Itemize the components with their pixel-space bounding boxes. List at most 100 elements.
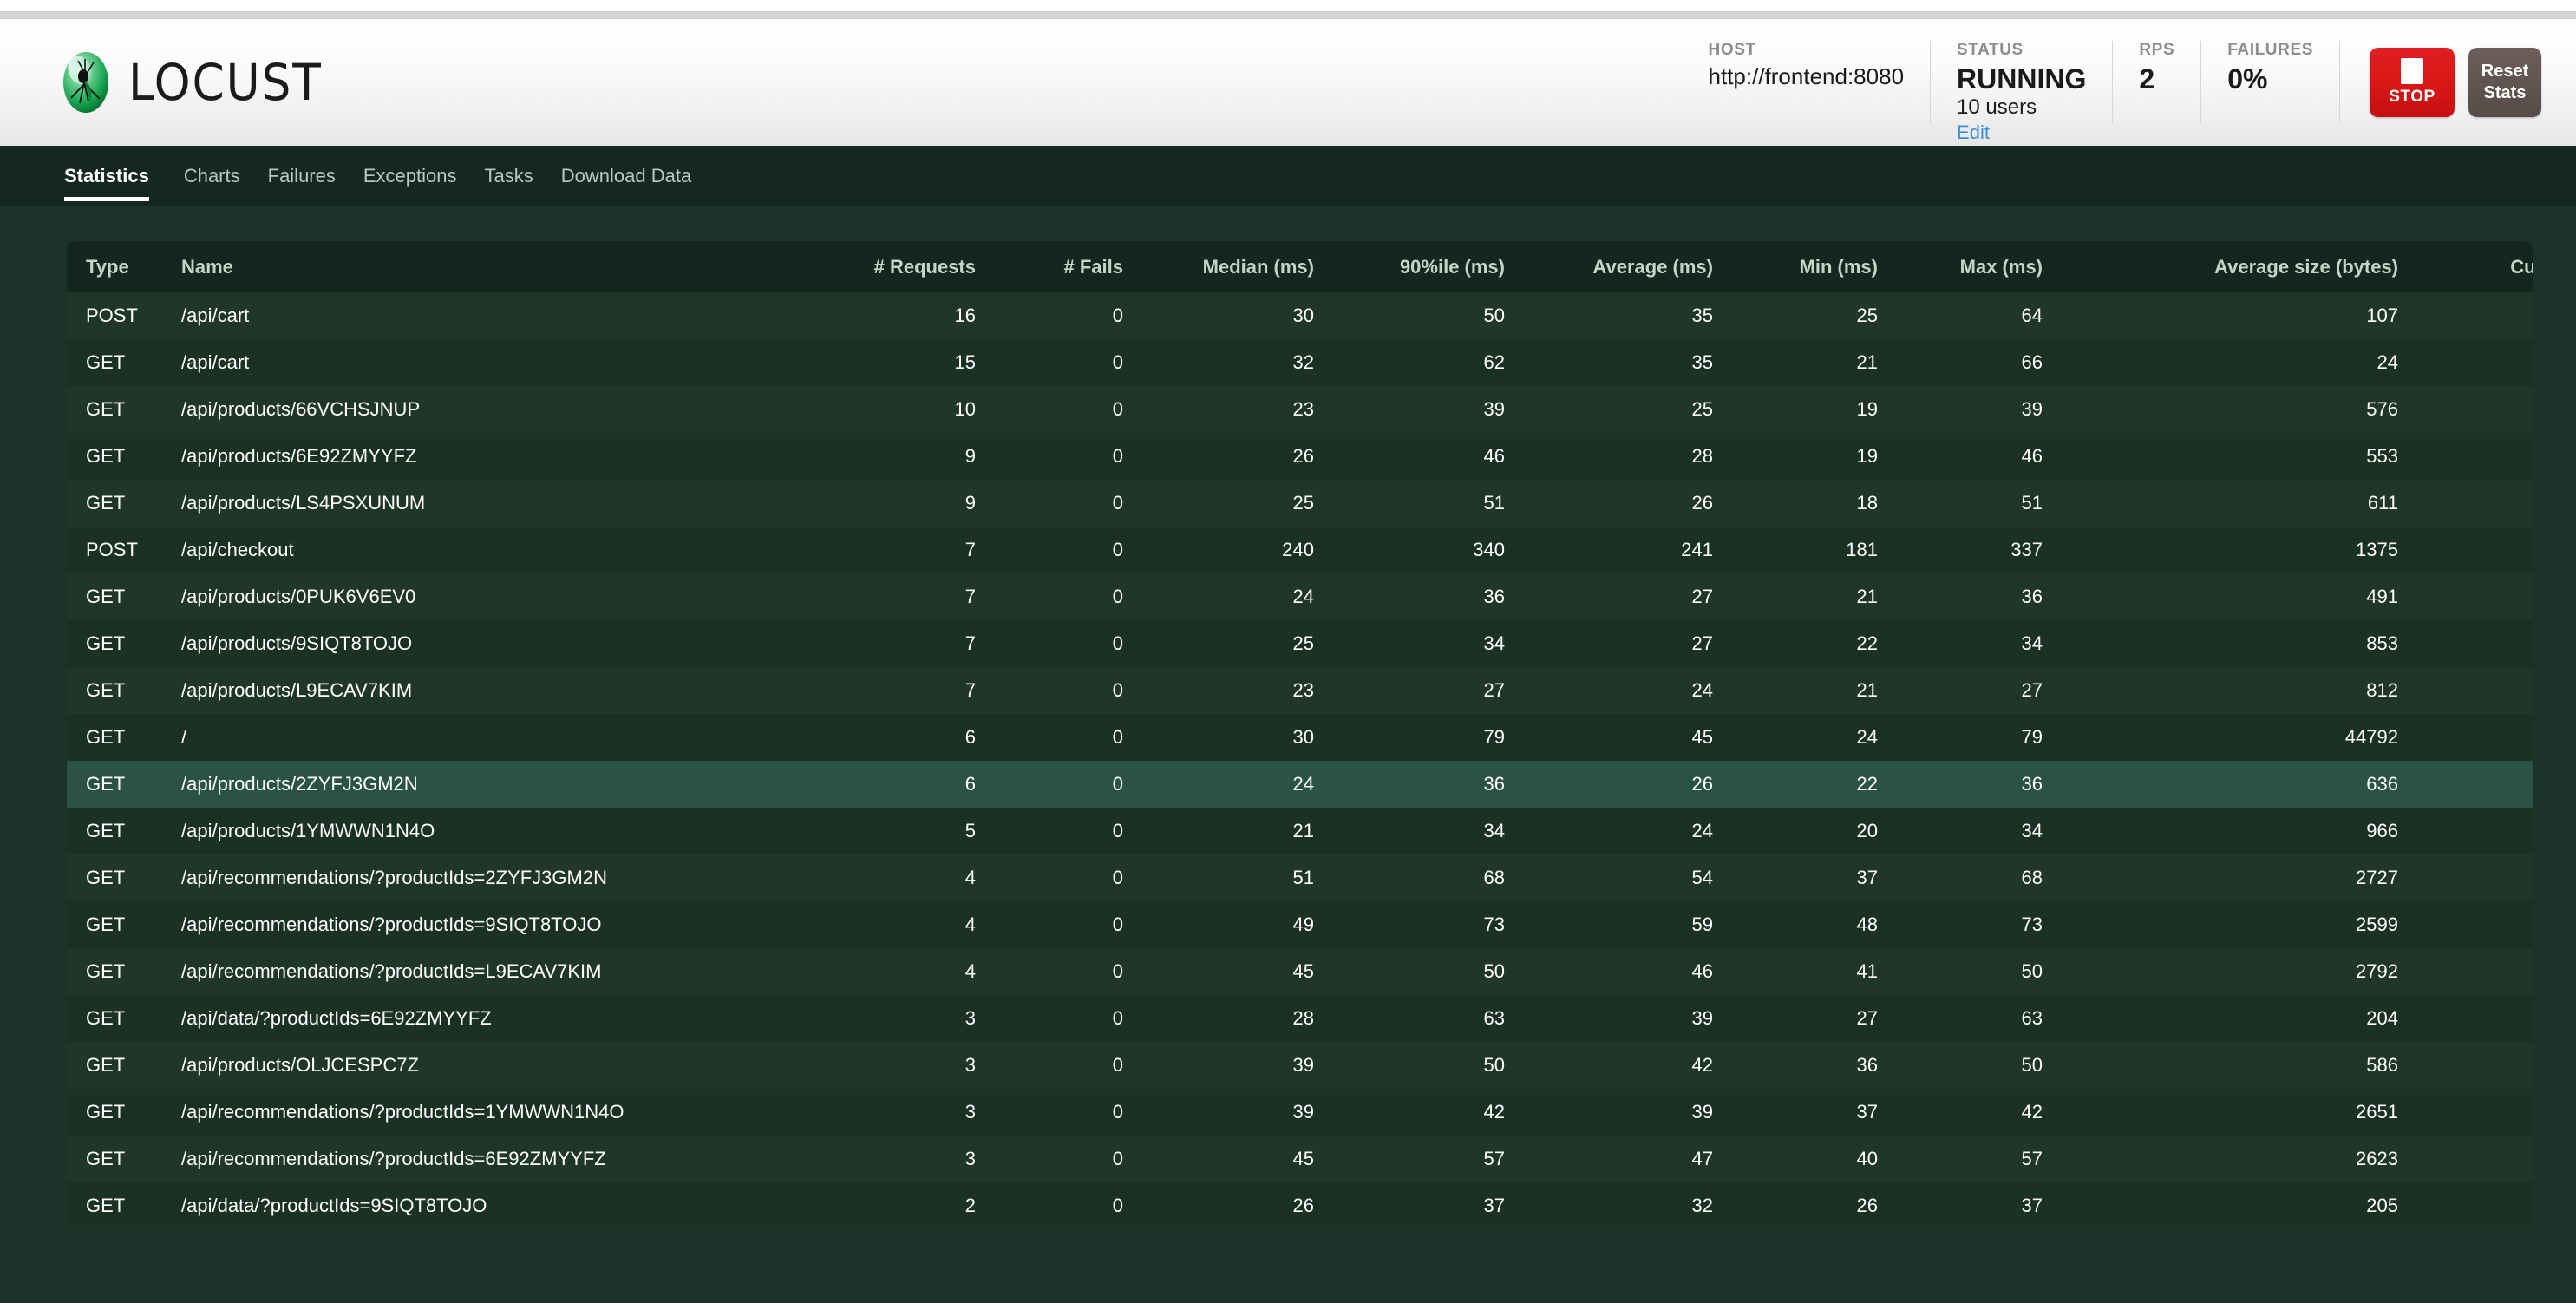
- table-body: POST/api/cart16030503525641070.30GET/api…: [67, 292, 2533, 1229]
- table-row[interactable]: POST/api/checkout70240340241181337137500: [67, 527, 2533, 573]
- tab-exceptions[interactable]: Exceptions: [363, 165, 457, 187]
- row-cell-max: 73: [2021, 913, 2043, 935]
- edit-link[interactable]: Edit: [1957, 121, 1990, 144]
- row-cell-average-size: 636: [2366, 773, 2398, 795]
- row-cell-fails: 0: [1112, 1101, 1123, 1123]
- row-cell-average-size: 2651: [2356, 1101, 2398, 1123]
- row-cell-max: 337: [2010, 539, 2043, 560]
- row-cell-fails: 0: [1112, 586, 1123, 607]
- row-cell-average: 27: [1691, 586, 1713, 607]
- table-row[interactable]: GET/api/products/OLJCESPC7Z 3 0 39 50 42 36 50 5…: [67, 1042, 2533, 1089]
- table-row[interactable]: GET/api/recommendations/?productIds=6E92…: [67, 1136, 2533, 1182]
- tab-charts[interactable]: Charts: [183, 165, 240, 187]
- tab-tasks[interactable]: Tasks: [484, 165, 533, 187]
- row-cell-name: /api/products/0PUK6V6EV0: [181, 586, 416, 607]
- row-cell-average: 241: [1681, 539, 1713, 560]
- row-cell-current-rps: 0: [2417, 995, 2533, 1042]
- row-cell-average: 35: [1691, 351, 1713, 373]
- row-cell-fails: 0: [1112, 1195, 1123, 1216]
- table-row[interactable]: GET/api/recommendations/?productIds=2ZYF…: [67, 854, 2533, 901]
- row-cell-name: /api/cart: [181, 304, 250, 326]
- row-cell-current-rps: 0.1: [2417, 1136, 2533, 1182]
- row-cell-name: /api/products/2ZYFJ3GM2N: [181, 773, 418, 795]
- row-cell-name: /api/products/OLJCESPC7Z: [181, 1054, 419, 1076]
- table-row[interactable]: GET/api/products/2ZYFJ3GM2N 6 0 24 36 26 22 36 6…: [67, 761, 2533, 808]
- row-cell-name: /api/recommendations/?productIds=L9ECAV7…: [181, 960, 602, 982]
- row-cell-requests: 7: [964, 539, 976, 560]
- stop-button[interactable]: STOP: [2370, 48, 2455, 117]
- row-cell-requests: 5: [964, 820, 976, 841]
- row-cell-p90: 62: [1483, 351, 1505, 373]
- table-row[interactable]: GET/api/data/?productIds=6E92ZMYYFZ 3 0 28 6…: [67, 995, 2533, 1042]
- col-header-min[interactable]: Min (ms): [1732, 241, 1897, 292]
- row-cell-max: 34: [2021, 820, 2043, 841]
- table-row[interactable]: GET/api/products/1YMWWN1N4O 5 0 21 34 24 20 34 9…: [67, 808, 2533, 854]
- col-header-average[interactable]: Average (ms): [1524, 241, 1732, 292]
- table-row[interactable]: GET/api/products/LS4PSXUNUM 9 0 25 51 26 18 51 6…: [67, 480, 2533, 527]
- row-cell-average: 54: [1691, 867, 1713, 888]
- col-header-requests[interactable]: # Requests: [778, 241, 995, 292]
- page-content: Type Name # Requests # Fails Median (ms)…: [0, 206, 2576, 1303]
- row-cell-average-size: 966: [2366, 820, 2398, 841]
- reset-stats-button[interactable]: Reset Stats: [2468, 48, 2541, 117]
- col-header-name[interactable]: Name: [162, 241, 778, 292]
- row-cell-median: 21: [1292, 820, 1314, 841]
- col-header-p90[interactable]: 90%ile (ms): [1333, 241, 1524, 292]
- table-row[interactable]: GET/api/products/9SIQT8TOJO 7 0 25 34 27 22 34 8…: [67, 620, 2533, 667]
- table-row[interactable]: GET/api/recommendations/?productIds=9SIQ…: [67, 901, 2533, 948]
- row-cell-name: /api/cart: [181, 351, 250, 373]
- col-header-median[interactable]: Median (ms): [1142, 241, 1333, 292]
- table-row[interactable]: GET/api/recommendations/?productIds=1YMW…: [67, 1089, 2533, 1136]
- row-cell-type: POST: [86, 304, 138, 326]
- table-row[interactable]: POST/api/cart16030503525641070.30: [67, 292, 2533, 339]
- col-header-average-size[interactable]: Average size (bytes): [2062, 241, 2417, 292]
- col-header-max[interactable]: Max (ms): [1897, 241, 2062, 292]
- table-row[interactable]: GET/api/products/0PUK6V6EV0 7 0 24 36 27 21 36 4…: [67, 573, 2533, 620]
- row-cell-min: 21: [1856, 351, 1878, 373]
- row-cell-fails: 0: [1112, 304, 1123, 326]
- row-cell-average: 26: [1691, 773, 1713, 795]
- row-cell-name: /api/recommendations/?productIds=6E92ZMY…: [181, 1148, 606, 1169]
- row-cell-requests: 3: [964, 1101, 976, 1123]
- brand: LOCUST: [59, 49, 339, 115]
- col-header-current-rps[interactable]: Current RPS: [2417, 241, 2533, 292]
- row-cell-name: /api/products/66VCHSJNUP: [181, 398, 421, 420]
- row-cell-type: GET: [86, 445, 126, 467]
- row-cell-requests: 16: [954, 304, 976, 326]
- table-row[interactable]: GET/api/recommendations/?productIds=L9EC…: [67, 948, 2533, 995]
- rps-label: RPS: [2139, 41, 2175, 59]
- table-row[interactable]: GET/api/data/?productIds=9SIQT8TOJO 2 0 26 3…: [67, 1182, 2533, 1229]
- tab-download-data[interactable]: Download Data: [560, 165, 692, 187]
- table-row[interactable]: GET/api/products/66VCHSJNUP 10 0 23 39 25 19 39…: [67, 386, 2533, 433]
- col-header-fails[interactable]: # Fails: [995, 241, 1142, 292]
- tab-failures[interactable]: Failures: [267, 165, 336, 187]
- col-header-type[interactable]: Type: [67, 241, 162, 292]
- row-cell-name: /api/products/1YMWWN1N4O: [181, 820, 435, 841]
- row-cell-max: 34: [2021, 632, 2043, 654]
- reset-stats-line2: Stats: [2483, 83, 2527, 102]
- row-cell-requests: 4: [964, 960, 976, 982]
- row-cell-average: 46: [1691, 960, 1713, 982]
- rps-value: 2: [2139, 63, 2155, 95]
- table-row[interactable]: GET/api/products/6E92ZMYYFZ 9 0 26 46 28 19 46 5…: [67, 433, 2533, 480]
- row-cell-median: 23: [1292, 398, 1314, 420]
- row-cell-requests: 15: [954, 351, 976, 373]
- row-cell-type: POST: [86, 539, 138, 560]
- table-row[interactable]: GET/api/products/L9ECAV7KIM 7 0 23 27 24 21 27 8…: [67, 667, 2533, 714]
- row-cell-current-rps: 0: [2417, 948, 2533, 995]
- row-cell-p90: 39: [1483, 398, 1505, 420]
- row-cell-p90: 46: [1483, 445, 1505, 467]
- status-label: STATUS: [1957, 41, 2024, 59]
- host-label: HOST: [1708, 41, 1756, 59]
- table-header-row: Type Name # Requests # Fails Median (ms)…: [67, 241, 2533, 292]
- table-row[interactable]: GET/603079452479447920.20: [67, 714, 2533, 761]
- row-cell-average-size: 2623: [2356, 1148, 2398, 1169]
- row-cell-name: /api/data/?productIds=6E92ZMYYFZ: [181, 1007, 492, 1029]
- row-cell-requests: 9: [964, 492, 976, 514]
- row-cell-p90: 36: [1483, 773, 1505, 795]
- row-cell-name: /api/recommendations/?productIds=9SIQT8T…: [181, 913, 602, 935]
- row-cell-p90: 63: [1483, 1007, 1505, 1029]
- table-row[interactable]: GET/api/cart1503262352166240.50: [67, 339, 2533, 386]
- row-cell-name: /api/recommendations/?productIds=2ZYFJ3G…: [181, 867, 607, 888]
- tab-statistics[interactable]: Statistics: [64, 146, 163, 206]
